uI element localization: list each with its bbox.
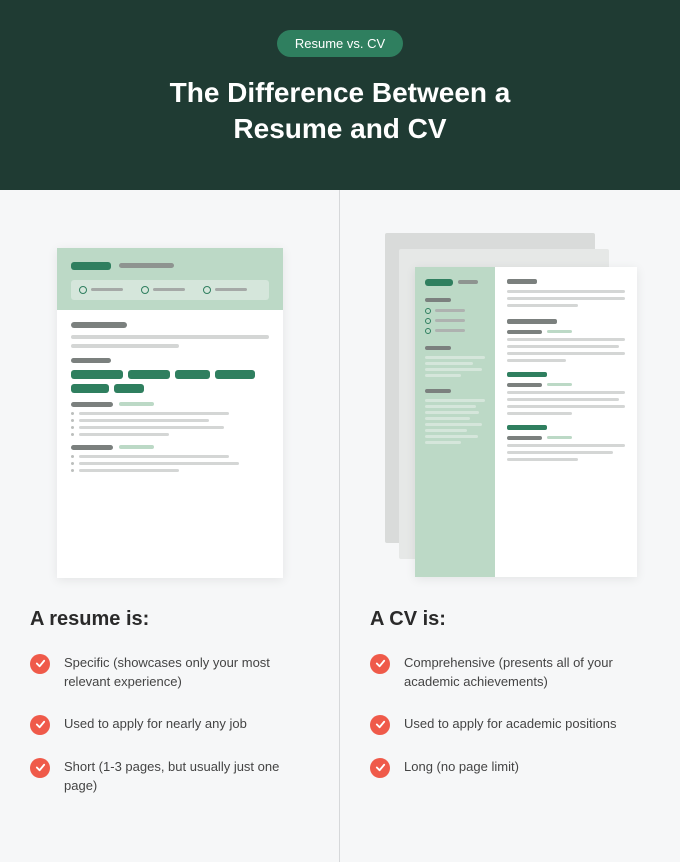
resume-heading: A resume is: [30, 608, 309, 631]
bullet-text: Long (no page limit) [404, 757, 519, 777]
check-icon [30, 715, 50, 735]
bullet-text: Specific (showcases only your most relev… [64, 653, 309, 692]
list-item: Used to apply for academic positions [370, 714, 650, 735]
resume-column: A resume is: Specific (showcases only yo… [0, 190, 340, 862]
check-icon [30, 654, 50, 674]
list-item: Long (no page limit) [370, 757, 650, 778]
cv-illustration [370, 218, 650, 608]
cv-bullets: Comprehensive (presents all of your acad… [370, 653, 650, 778]
resume-illustration [30, 218, 309, 608]
resume-bullets: Specific (showcases only your most relev… [30, 653, 309, 796]
main-title: The Difference Between a Resume and CV [20, 75, 660, 148]
check-icon [30, 758, 50, 778]
bullet-text: Short (1-3 pages, but usually just one p… [64, 757, 309, 796]
list-item: Short (1-3 pages, but usually just one p… [30, 757, 309, 796]
header: Resume vs. CV The Difference Between a R… [0, 0, 680, 190]
category-pill: Resume vs. CV [277, 30, 403, 57]
check-icon [370, 654, 390, 674]
title-line-1: The Difference Between a [170, 77, 511, 108]
list-item: Used to apply for nearly any job [30, 714, 309, 735]
list-item: Comprehensive (presents all of your acad… [370, 653, 650, 692]
cv-column: A CV is: Comprehensive (presents all of … [340, 190, 680, 862]
bullet-text: Used to apply for academic positions [404, 714, 616, 734]
check-icon [370, 715, 390, 735]
cv-heading: A CV is: [370, 608, 650, 631]
check-icon [370, 758, 390, 778]
comparison-columns: A resume is: Specific (showcases only yo… [0, 190, 680, 862]
bullet-text: Comprehensive (presents all of your acad… [404, 653, 650, 692]
title-line-2: Resume and CV [233, 113, 446, 144]
bullet-text: Used to apply for nearly any job [64, 714, 247, 734]
list-item: Specific (showcases only your most relev… [30, 653, 309, 692]
